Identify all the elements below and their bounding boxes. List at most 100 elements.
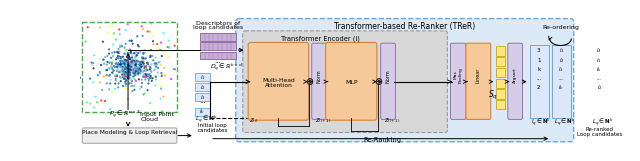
Point bbox=[136, 65, 147, 68]
Point bbox=[137, 64, 147, 66]
Point bbox=[113, 66, 124, 68]
Point bbox=[125, 66, 135, 69]
Point bbox=[132, 54, 142, 57]
Point bbox=[163, 56, 173, 58]
Point bbox=[145, 77, 155, 79]
Point bbox=[125, 66, 135, 68]
Bar bbox=[552, 45, 572, 118]
Point bbox=[116, 77, 126, 79]
Point bbox=[124, 67, 134, 70]
Point bbox=[113, 55, 123, 57]
Point bbox=[142, 62, 152, 64]
Point bbox=[126, 61, 136, 64]
Point bbox=[132, 64, 142, 67]
Point bbox=[113, 52, 124, 54]
Point bbox=[136, 61, 146, 63]
Point bbox=[125, 66, 136, 68]
Point bbox=[131, 56, 141, 58]
Point bbox=[115, 33, 125, 36]
Point bbox=[143, 63, 153, 65]
Point bbox=[138, 28, 148, 30]
Text: Loop candidates: Loop candidates bbox=[577, 132, 622, 137]
Point bbox=[155, 63, 165, 66]
Point bbox=[128, 65, 138, 67]
Point bbox=[127, 67, 137, 69]
Point bbox=[134, 63, 145, 66]
Point bbox=[145, 75, 156, 77]
Point bbox=[141, 73, 151, 75]
Point bbox=[148, 40, 158, 43]
Point bbox=[122, 69, 132, 71]
Point bbox=[125, 66, 136, 69]
Point bbox=[127, 63, 138, 66]
Text: candidates: candidates bbox=[198, 128, 228, 133]
Point bbox=[131, 68, 141, 70]
Point bbox=[124, 77, 134, 80]
Point bbox=[126, 66, 136, 68]
Point bbox=[154, 61, 164, 64]
Bar bbox=[200, 52, 236, 59]
Point bbox=[126, 69, 136, 71]
Point bbox=[81, 40, 91, 43]
Point bbox=[125, 65, 136, 68]
Point bbox=[115, 50, 125, 53]
Point bbox=[144, 65, 154, 67]
Text: $l_2$: $l_2$ bbox=[596, 83, 602, 92]
Point bbox=[121, 68, 131, 70]
Point bbox=[125, 69, 136, 72]
Point bbox=[132, 69, 143, 72]
Point bbox=[159, 32, 169, 34]
Point bbox=[130, 63, 140, 66]
FancyBboxPatch shape bbox=[451, 43, 466, 119]
Point bbox=[117, 45, 127, 47]
Point bbox=[109, 65, 119, 67]
Point bbox=[122, 63, 132, 66]
Point bbox=[98, 58, 108, 61]
Point bbox=[126, 79, 136, 82]
Text: k: k bbox=[537, 67, 540, 72]
Point bbox=[151, 56, 161, 59]
Point bbox=[134, 63, 144, 66]
Point bbox=[131, 63, 141, 66]
Point bbox=[125, 65, 135, 68]
Point bbox=[131, 66, 141, 69]
Point bbox=[125, 58, 136, 60]
Point bbox=[131, 73, 141, 76]
Point bbox=[147, 55, 157, 57]
Point bbox=[121, 66, 131, 69]
Point bbox=[125, 74, 135, 77]
Point bbox=[134, 66, 144, 69]
Point bbox=[146, 77, 156, 79]
Point bbox=[127, 77, 138, 79]
Point bbox=[128, 66, 138, 68]
Point bbox=[131, 68, 141, 71]
Point bbox=[111, 79, 121, 82]
Text: $S_q$: $S_q$ bbox=[488, 89, 498, 102]
Point bbox=[122, 64, 132, 67]
Point bbox=[129, 71, 140, 74]
Point bbox=[125, 66, 135, 69]
Point bbox=[113, 86, 124, 89]
Point bbox=[119, 66, 129, 69]
Text: ...: ... bbox=[559, 76, 564, 81]
Point bbox=[154, 47, 164, 49]
Point bbox=[151, 76, 161, 78]
Point bbox=[115, 57, 125, 59]
Point bbox=[127, 54, 138, 57]
Point bbox=[124, 67, 134, 70]
Point bbox=[118, 58, 129, 61]
Point bbox=[125, 65, 135, 67]
Point bbox=[123, 67, 133, 70]
Text: ...: ... bbox=[199, 98, 206, 104]
Point bbox=[130, 72, 140, 75]
Point bbox=[121, 67, 131, 69]
Point bbox=[127, 58, 137, 60]
Point bbox=[125, 65, 136, 68]
Point bbox=[104, 48, 114, 51]
Text: $\oplus$: $\oplus$ bbox=[305, 76, 314, 87]
Point bbox=[128, 68, 138, 71]
Point bbox=[130, 73, 140, 76]
Point bbox=[120, 62, 131, 64]
Point bbox=[131, 63, 141, 66]
Point bbox=[122, 88, 132, 90]
